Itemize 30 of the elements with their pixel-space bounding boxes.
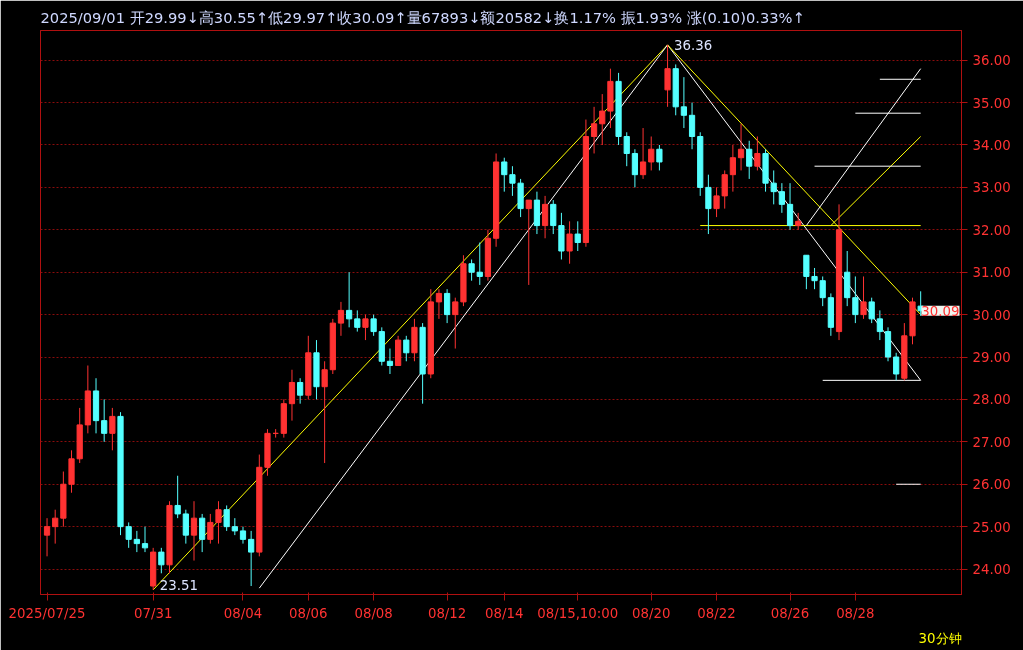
x-tick-label: 08/06 bbox=[289, 605, 328, 621]
annotation: 30.09 bbox=[921, 303, 960, 319]
x-tick-label: 2025/07/25 bbox=[8, 605, 86, 621]
x-tick-label: 08/22 bbox=[697, 605, 736, 621]
y-tick-label: 27.00 bbox=[972, 434, 1011, 450]
y-tick-label: 35.00 bbox=[972, 95, 1011, 111]
y-tick-label: 30.00 bbox=[972, 307, 1011, 323]
x-tick-label: 07/31 bbox=[133, 605, 173, 621]
x-tick-label: 08/20 bbox=[632, 605, 671, 621]
y-tick-label: 34.00 bbox=[972, 138, 1011, 153]
x-tick-label: 08/15,10:00 bbox=[537, 605, 619, 621]
text: 30分钟 bbox=[918, 630, 962, 646]
x-tick-label: 08/14 bbox=[485, 605, 524, 621]
y-tick-label: 25.00 bbox=[972, 519, 1011, 535]
y-tick-label: 32.00 bbox=[972, 222, 1011, 238]
y-tick-label: 36.00 bbox=[972, 53, 1011, 69]
annotation: 36.36 bbox=[674, 37, 713, 53]
annotation: 23.51 bbox=[159, 577, 198, 593]
y-tick-label: 29.00 bbox=[972, 350, 1011, 366]
x-tick-label: 08/28 bbox=[836, 605, 875, 621]
y-tick-label: 28.00 bbox=[972, 392, 1011, 408]
y-tick-label: 24.00 bbox=[972, 562, 1011, 578]
y-tick-label: 33.00 bbox=[972, 180, 1011, 196]
x-tick-label: 08/08 bbox=[354, 605, 393, 621]
x-tick-label: 08/12 bbox=[427, 605, 467, 621]
x-tick-label: 08/04 bbox=[223, 605, 263, 621]
chart-title: 2025/09/01 开29.99↓高30.55↑低29.97↑收30.09↑量67893↓额20582↓换1.17% 振1.93% 涨(0.10)0.33%↑ bbox=[40, 8, 805, 26]
y-tick-label: 31.00 bbox=[972, 265, 1011, 281]
x-tick-label: 08/26 bbox=[770, 605, 810, 621]
y-tick-label: 26.00 bbox=[972, 477, 1011, 493]
